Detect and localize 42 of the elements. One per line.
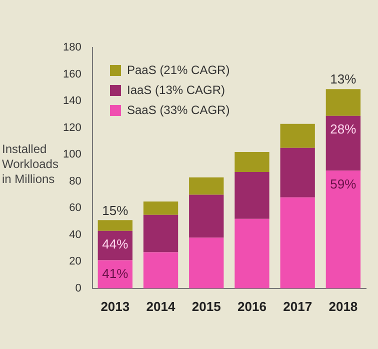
annotation: 13% [330, 72, 357, 87]
legend-label: SaaS (33% CAGR) [127, 103, 230, 117]
bar [143, 214, 178, 252]
x-tick-label: 2013 [100, 298, 130, 314]
bar [280, 148, 315, 198]
y-tick-label: 140 [62, 95, 82, 108]
bar [326, 116, 361, 171]
bar [326, 89, 361, 116]
bar [143, 252, 178, 288]
annotation: 41% [102, 266, 129, 281]
bar [189, 177, 224, 195]
y-tick-label: 100 [62, 148, 82, 161]
legend-label: IaaS (13% CAGR) [127, 83, 226, 97]
bar [326, 170, 361, 288]
bar [234, 152, 270, 172]
bar [98, 220, 132, 231]
y-tick-label: 40 [69, 228, 82, 241]
y-tick-label: 80 [69, 175, 82, 188]
annotation: 44% [102, 236, 129, 252]
x-tick-label: 2015 [192, 298, 221, 314]
annotation: 15% [102, 202, 129, 218]
bar [189, 238, 224, 288]
bar [280, 124, 315, 148]
legend-label: PaaS (21% CAGR) [127, 63, 230, 77]
y-tick-label: 180 [62, 42, 82, 54]
bar [234, 218, 270, 288]
bar [189, 194, 224, 238]
annotation: 59% [330, 176, 357, 192]
bar [234, 172, 270, 219]
bar [143, 201, 178, 215]
x-tick-label: 2018 [328, 298, 358, 314]
y-tick-label: 0 [75, 282, 82, 294]
x-tick-label: 2017 [283, 298, 312, 314]
y-axis-title: Installed Workloads in Millions [2, 142, 58, 186]
y-tick-label: 160 [62, 68, 82, 80]
annotation: 28% [330, 121, 357, 136]
bar [280, 197, 315, 288]
y-tick-label: 60 [69, 202, 82, 214]
y-tick-label: 120 [62, 122, 82, 134]
x-tick-label: 2014 [146, 298, 176, 314]
y-tick-label: 20 [69, 256, 82, 268]
x-tick-label: 2016 [238, 298, 266, 314]
